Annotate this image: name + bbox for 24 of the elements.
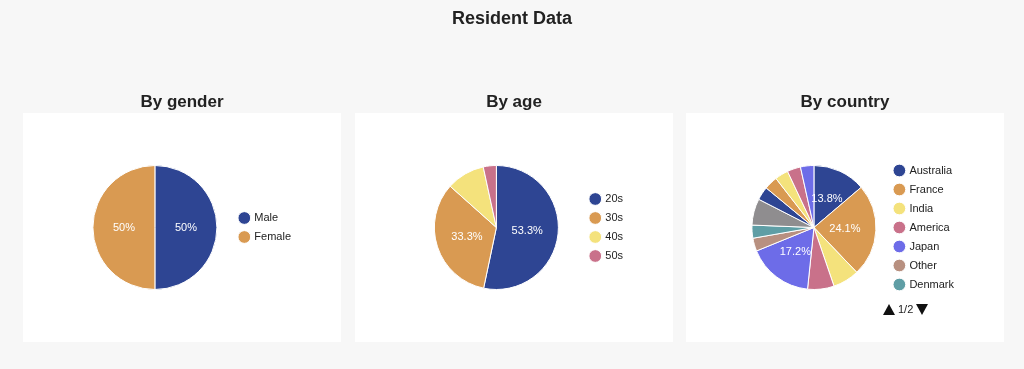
legend-label: America (909, 220, 951, 233)
legend-label: Denmark (909, 277, 955, 290)
data-label: 50% (112, 220, 136, 233)
legend-label: Australia (909, 163, 954, 176)
text: Resident Data (450, 8, 573, 29)
data-label: 50% (174, 220, 198, 233)
chart-title: By country (799, 92, 891, 113)
legend-label: Japan (909, 239, 940, 252)
legend-label: India (909, 201, 935, 214)
legend-label: 20s (605, 192, 624, 205)
legend-label: 50s (605, 249, 624, 262)
data-label: 24.1% (829, 222, 861, 235)
data-label: 53.3% (511, 223, 544, 236)
data-label: 17.2% (779, 245, 812, 258)
data-label: 33.3% (451, 230, 483, 243)
legend-label: Male (254, 211, 279, 224)
legend-label: Other (909, 258, 938, 271)
legend-label: 30s (605, 211, 624, 224)
text: 1/2 (898, 303, 914, 315)
legend-label: 40s (605, 230, 624, 243)
chart-title: By gender (139, 92, 225, 113)
chart-title: By age (485, 92, 543, 113)
legend-label: Female (254, 230, 292, 243)
legend-label: France (909, 182, 944, 195)
